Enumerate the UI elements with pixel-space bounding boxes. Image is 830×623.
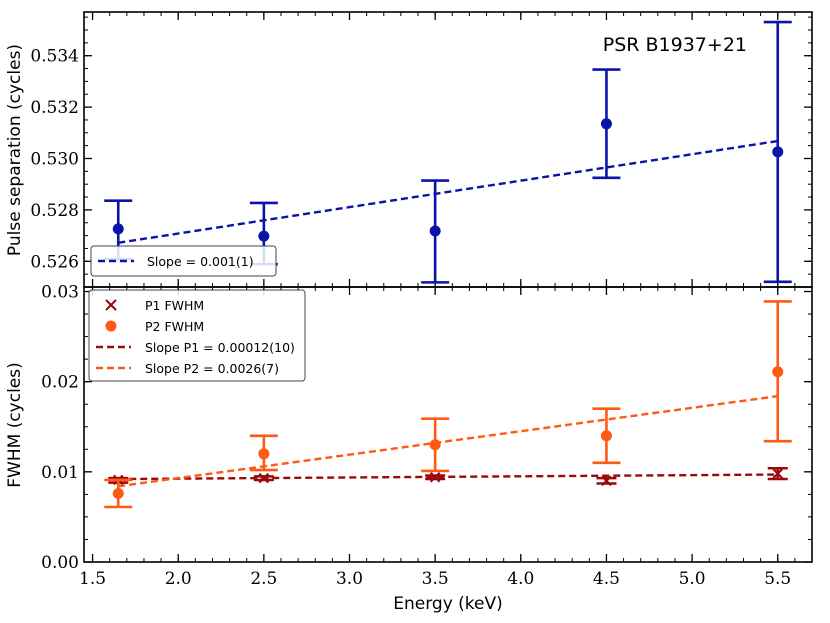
xlabel: Energy (keV): [393, 594, 503, 614]
p2-point: [258, 448, 270, 460]
separation-point: [429, 225, 441, 237]
p2-point: [772, 366, 784, 378]
p1-point: [258, 472, 270, 484]
top-ytick-label: 0.526: [30, 252, 79, 272]
p2-point: [112, 487, 124, 499]
xtick-label: 4.5: [593, 569, 620, 589]
bottom-frame: [83, 286, 813, 563]
p1-point-stroke: [258, 472, 270, 484]
legend-fit-label: Slope = 0.001(1): [147, 254, 254, 269]
bottom-legend: P1 FWHM P2 FWHM Slope P1 = 0.00012(10) S…: [88, 289, 306, 382]
p2-point: [429, 439, 441, 451]
legend-fit-p1-label: Slope P1 = 0.00012(10): [145, 340, 295, 355]
top-legend: Slope = 0.001(1): [90, 245, 277, 277]
p1-point: [429, 471, 441, 483]
p1-point-stroke: [429, 471, 441, 483]
top-ticks: 0.526 0.528 0.530 0.532 0.534: [30, 12, 812, 288]
bottom-panel: 1.5 2.0 2.5 3.0 3.5 4.0 4.5 5.0 5.5 0.00 0.01 0.02 0…: [5, 283, 813, 614]
bottom-ytick-label: 0.02: [41, 373, 79, 393]
bottom-ylabel: FWHM (cycles): [5, 362, 25, 488]
p1-point-stroke: [772, 468, 784, 479]
top-panel: 0.526 0.528 0.530 0.532 0.534 PSR B1937+21 P…: [5, 11, 813, 288]
legend-p2-marker: [105, 320, 117, 332]
top-ytick-label: 0.532: [30, 98, 79, 118]
top-marks: [104, 20, 792, 284]
xtick-label: 3.0: [336, 569, 363, 589]
top-ytick-label: 0.530: [30, 149, 79, 169]
top-legend-box: [90, 245, 277, 277]
legend-fit-p2-label: Slope P2 = 0.0026(7): [145, 361, 279, 376]
xtick-label: 4.0: [507, 569, 534, 589]
xtick-label: 2.5: [250, 569, 277, 589]
bottom-ytick-label: 0.01: [41, 463, 79, 483]
p1-point: [601, 475, 612, 487]
p2-point: [600, 430, 612, 442]
xtick-label: 2.0: [165, 569, 192, 589]
bottom-fit-line: [118, 394, 778, 488]
bottom-ytick-label: 0.00: [41, 553, 79, 573]
legend-p1-label: P1 FWHM: [145, 298, 204, 313]
bottom-ticks: 1.5 2.0 2.5 3.0 3.5 4.0 4.5 5.0 5.5 0.00 0.01 0.02 0…: [41, 283, 812, 589]
legend-p2-label: P2 FWHM: [145, 319, 204, 334]
bottom-ytick-label: 0.03: [41, 283, 79, 303]
separation-point: [772, 146, 784, 158]
top-ytick-label: 0.534: [30, 47, 79, 67]
xtick-label: 5.5: [764, 569, 791, 589]
xtick-label: 3.5: [422, 569, 449, 589]
p1-point: [772, 468, 784, 479]
top-ytick-label: 0.528: [30, 201, 79, 221]
separation-point: [600, 118, 612, 130]
pulsar-annotation: PSR B1937+21: [603, 34, 747, 56]
xtick-label: 1.5: [79, 569, 106, 589]
separation-point: [258, 230, 270, 242]
p1-point-stroke: [601, 475, 612, 487]
bottom-fit-line: [118, 473, 778, 481]
bottom-marks: [104, 300, 792, 509]
separation-point: [112, 223, 124, 235]
top-fit-line: [118, 139, 778, 244]
xtick-label: 5.0: [679, 569, 706, 589]
legend-p1-marker: [105, 299, 117, 311]
bottom-legend-box: [88, 289, 306, 382]
top-ylabel: Pulse separation (cycles): [5, 44, 25, 256]
